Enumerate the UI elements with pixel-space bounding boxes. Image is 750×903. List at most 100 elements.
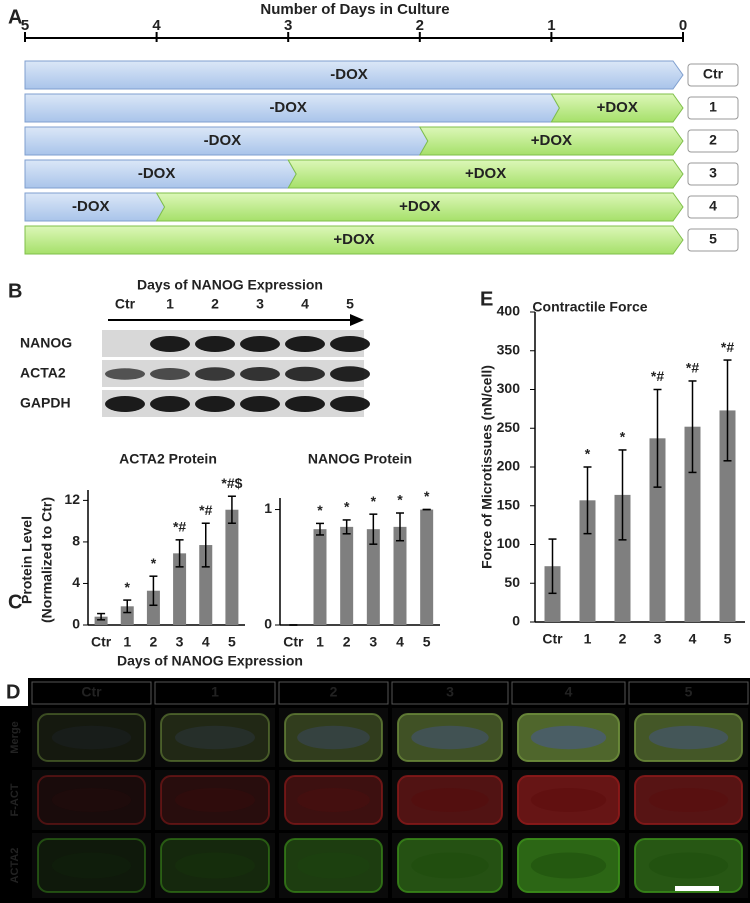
blot-band — [150, 368, 190, 380]
column-header — [391, 681, 509, 705]
column-header — [278, 681, 389, 705]
x-tick-label: 4 — [396, 634, 404, 650]
column-header-label: 4 — [565, 684, 573, 700]
y-tick-label: 0 — [264, 616, 272, 632]
microtissue — [160, 775, 270, 825]
bar — [225, 509, 239, 625]
blot-band — [285, 336, 325, 352]
y-tick-label: 50 — [504, 574, 520, 590]
bar — [366, 529, 380, 625]
significance-label: * — [397, 492, 403, 508]
y-axis-label: Force of Microtissues (nN/cell) — [479, 365, 495, 569]
protein-label: ACTA2 — [20, 365, 66, 381]
microtissue-core — [175, 852, 255, 879]
error-bar — [396, 512, 404, 542]
x-tick-label: 2 — [343, 634, 351, 650]
row-label: F-ACT — [9, 783, 21, 816]
row-tag-label: 5 — [709, 231, 717, 247]
lane-label: 2 — [211, 296, 219, 312]
y-tick-label: 100 — [497, 535, 521, 551]
microtissue — [284, 713, 383, 762]
column-header-label: 2 — [330, 684, 338, 700]
column-header — [154, 681, 276, 705]
blot-band — [240, 367, 280, 381]
significance-label: * — [620, 429, 626, 445]
micrograph — [155, 833, 275, 898]
microtissue-core — [175, 725, 255, 750]
blot-band — [330, 366, 370, 382]
error-bar — [97, 612, 106, 621]
significance-label: * — [125, 579, 131, 595]
microtissue-core — [411, 725, 489, 750]
microtissue-core — [297, 725, 370, 750]
row-tag — [687, 63, 739, 87]
panel-label: D — [6, 681, 20, 703]
axis-tick-label: 3 — [284, 17, 292, 34]
dox-on-segment — [550, 93, 684, 123]
column-header — [628, 681, 749, 705]
row-tag-label: 4 — [709, 198, 717, 214]
microtissue-core — [530, 852, 607, 879]
blot-band — [330, 396, 370, 412]
y-tick-label: 200 — [497, 458, 521, 474]
blot-band — [195, 367, 235, 381]
y-tick-label: 0 — [512, 613, 520, 629]
microtissue — [517, 713, 620, 762]
microtissue — [160, 713, 270, 762]
significance-label: * — [585, 446, 591, 462]
blot-band — [150, 336, 190, 352]
dox-on-segment — [418, 126, 684, 156]
micrograph — [32, 833, 151, 898]
dox-on-label: +DOX — [465, 165, 506, 182]
microtissue — [284, 775, 383, 825]
microtissue-core — [297, 788, 370, 812]
micrograph — [32, 770, 151, 830]
bar — [420, 509, 434, 625]
x-tick-label: 1 — [316, 634, 324, 650]
error-bar — [149, 575, 158, 607]
panel-label-box — [0, 678, 28, 706]
scale-bar — [675, 886, 719, 891]
x-axis-label: Days of NANOG Expression — [117, 653, 303, 669]
error-bar — [201, 522, 210, 568]
significance-label: *# — [173, 519, 186, 535]
y-tick-label: 300 — [497, 380, 521, 396]
microtissue-core — [530, 725, 607, 750]
column-header — [511, 681, 626, 705]
y-tick-label: 1 — [264, 500, 272, 516]
dox-off-label: -DOX — [72, 198, 110, 215]
panel-label: B — [8, 280, 22, 302]
significance-label: * — [344, 499, 350, 515]
blot-title: Days of NANOG Expression — [137, 277, 323, 293]
bar — [146, 590, 160, 625]
error-bar — [688, 380, 697, 474]
x-tick-label: 3 — [654, 631, 662, 647]
microtissue — [634, 838, 743, 893]
microtissue — [397, 713, 503, 762]
dox-off-label: -DOX — [138, 165, 176, 182]
dox-on-segment — [155, 192, 684, 222]
panel-label: A — [8, 6, 22, 28]
x-tick-label: 5 — [423, 634, 431, 650]
error-bar — [369, 513, 378, 545]
microtissue — [634, 713, 743, 762]
axis-tick-label: 1 — [547, 17, 555, 34]
protein-label: GAPDH — [20, 395, 71, 411]
column-header-label: 1 — [211, 684, 219, 700]
axis-tick-label: 4 — [152, 17, 161, 34]
y-tick-label: 350 — [497, 341, 521, 357]
microtissue — [517, 775, 620, 825]
significance-label: *#$ — [221, 475, 242, 491]
microtissue-core — [175, 788, 255, 812]
y-axis-label: (Normalized to Ctr) — [39, 497, 55, 623]
micrograph — [279, 770, 388, 830]
y-tick-label: 12 — [64, 491, 80, 507]
bar — [579, 500, 596, 622]
bar — [544, 566, 561, 622]
microtissue-core — [51, 852, 132, 879]
chart-title: ACTA2 Protein — [119, 451, 217, 467]
micrograph — [155, 770, 275, 830]
bar — [719, 410, 736, 622]
blot-arrowhead — [350, 314, 364, 326]
